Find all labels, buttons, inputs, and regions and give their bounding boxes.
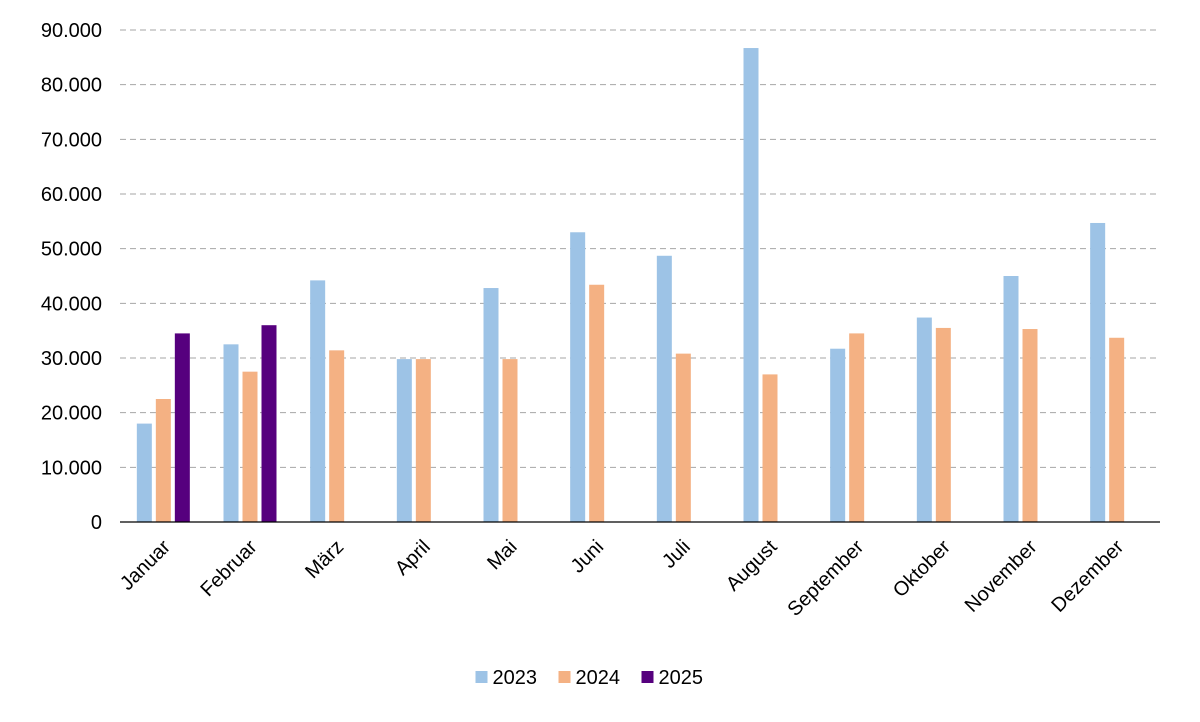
y-tick-label: 0 (91, 512, 102, 534)
x-tick-label: Februar (196, 536, 261, 601)
y-axis-tick-labels: 0 10.000 20.000 30.000 40.000 50.000 60.000 70.… (41, 20, 102, 534)
legend-swatch (475, 671, 488, 683)
bar (242, 371, 258, 522)
y-tick-label: 40.000 (41, 293, 102, 315)
bar (155, 399, 171, 522)
x-tick-label: Oktober (889, 536, 955, 602)
bar (675, 353, 691, 522)
bar (830, 348, 846, 522)
legend-swatch (558, 671, 571, 683)
y-tick-label: 20.000 (41, 403, 102, 425)
x-tick-label: Juli (658, 536, 695, 573)
legend-label: 2024 (576, 667, 621, 689)
grid-lines (120, 29, 1160, 468)
x-tick-label: Januar (116, 536, 175, 595)
bar (935, 327, 951, 522)
legend: 2023 2024 2025 (475, 667, 704, 689)
legend-label: 2023 (493, 667, 538, 689)
legend-item: 2025 (641, 667, 704, 689)
bar (916, 317, 932, 522)
bar (329, 350, 345, 522)
bar (502, 359, 518, 522)
x-tick-label: September (783, 536, 868, 621)
x-tick-label: August (722, 536, 782, 596)
y-tick-label: 60.000 (41, 184, 102, 206)
bar (1090, 222, 1106, 522)
x-tick-label: Juni (567, 536, 609, 578)
bar (849, 333, 865, 522)
bar (310, 280, 326, 522)
bar (570, 232, 586, 522)
bar (762, 374, 778, 522)
bar (1109, 337, 1125, 522)
bar (656, 255, 672, 523)
y-tick-label: 70.000 (41, 129, 102, 151)
bar (174, 333, 190, 522)
legend-item: 2023 (475, 667, 538, 689)
y-tick-label: 50.000 (41, 239, 102, 261)
y-tick-label: 10.000 (41, 457, 102, 479)
bars (136, 48, 1125, 523)
bar (261, 325, 277, 522)
bar (1022, 329, 1038, 522)
x-axis-tick-labels: Januar Februar März April Mai Juni Juli August S… (116, 536, 1128, 621)
bar (589, 284, 605, 522)
bar (743, 48, 759, 522)
bar (136, 423, 152, 522)
bar (1003, 276, 1019, 522)
x-tick-label: Dezember (1047, 536, 1128, 617)
y-tick-label: 30.000 (41, 348, 102, 370)
legend-label: 2025 (659, 667, 704, 689)
bar (415, 359, 431, 522)
x-tick-label: März (301, 536, 348, 583)
legend-item: 2024 (558, 667, 621, 689)
bar (483, 288, 499, 522)
x-tick-label: April (391, 536, 435, 580)
legend-swatch (641, 671, 654, 683)
bar (223, 344, 239, 522)
x-tick-label: Mai (483, 536, 521, 574)
y-tick-label: 90.000 (41, 20, 102, 42)
bar (396, 359, 412, 522)
x-tick-label: November (961, 536, 1042, 617)
y-tick-label: 80.000 (41, 75, 102, 97)
